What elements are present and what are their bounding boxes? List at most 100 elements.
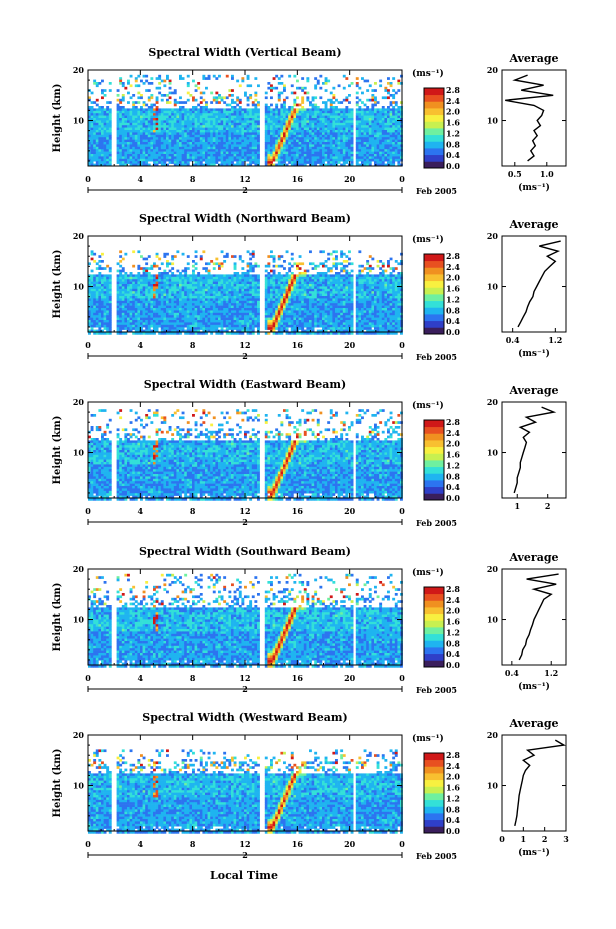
heatmap-cell [192,322,195,326]
heatmap-cell [199,156,203,160]
heatmap-cell [163,108,167,112]
heatmap-cell [119,158,123,162]
heatmap-cell [238,110,242,114]
heatmap-cell [332,137,336,140]
heatmap-cell [327,108,331,112]
heatmap-cell [171,255,175,258]
heatmap-cell [215,122,219,126]
heatmap-cell [119,156,123,160]
heatmap-cell [210,329,214,333]
heatmap-cell [181,298,185,302]
heatmap-cell [241,286,245,290]
heatmap-cell [205,332,208,335]
heatmap-cell [186,320,190,323]
heatmap-cell [335,132,338,136]
heatmap-cell [306,142,310,145]
heatmap-cell [298,134,302,138]
heatmap-cell [316,151,320,155]
heatmap-cell [88,106,91,109]
heatmap-cell [283,137,286,140]
heatmap-cell [121,288,125,292]
colorbar-swatch [424,161,444,169]
heatmap-cell [186,154,190,157]
heatmap-cell [288,113,292,116]
heatmap-cell [205,322,208,326]
heatmap-cell [101,144,104,148]
heatmap-cell [309,127,312,131]
heatmap-cell [153,274,156,278]
heatmap-cell [129,146,133,150]
heatmap-cell [340,125,344,128]
heatmap-cell [163,269,167,273]
heatmap-cell [249,286,253,290]
heatmap-cell [202,113,206,116]
heatmap-cell [137,312,141,316]
heatmap-cell [231,101,234,104]
heatmap-cell [306,132,310,136]
heatmap-cell [142,101,146,104]
heatmap-cell [233,163,237,167]
heatmap-cell [233,134,237,138]
heatmap-cell [220,146,224,150]
heatmap-cell [119,98,123,102]
heatmap-cell [145,312,149,316]
heatmap-cell [296,118,299,121]
heatmap-cell [233,279,237,282]
heatmap-cell [205,103,208,107]
heatmap-cell [205,284,208,287]
heatmap-cell [246,96,250,100]
heatmap-cell [394,139,398,143]
heatmap-cell [361,132,364,136]
heatmap-cell [301,130,305,133]
heatmap-cell [103,312,107,316]
heatmap-cell [225,120,229,124]
heatmap-cell [244,125,247,128]
heatmap-cell [283,144,286,148]
heatmap-cell [223,149,227,152]
heatmap-cell [145,110,149,114]
heatmap-cell [400,154,403,157]
heatmap-cell [296,127,299,131]
heatmap-cell [106,322,110,326]
heatmap-cell [171,312,175,316]
heatmap-cell [153,288,156,292]
heatmap-cell [202,77,206,80]
heatmap-cell [389,94,393,97]
heatmap-cell [285,134,289,138]
heatmap-cell [275,110,279,114]
heatmap-cell [275,122,279,126]
heatmap-cell [155,296,159,299]
heatmap-cell [124,332,128,335]
heatmap-cell [103,122,107,126]
heatmap-cell [106,149,110,152]
heatmap-cell [249,320,253,323]
heatmap-cell [163,127,167,131]
heatmap-cell [231,327,234,330]
heatmap-cell [140,108,143,112]
heatmap-cell [192,296,195,299]
heatmap-cell [93,260,97,263]
heatmap-cell [192,286,195,290]
heatmap-cell [134,108,138,112]
heatmap-cell [246,149,250,152]
heatmap-cell [322,161,325,164]
heatmap-cell [189,118,193,121]
heatmap-cell [366,79,370,83]
heatmap-cell [153,149,156,152]
heatmap-cell [179,284,182,287]
heatmap-cell [207,122,211,126]
heatmap-cell [181,125,185,128]
profile-line [505,74,554,162]
heatmap-cell [155,305,159,309]
heatmap-cell [257,151,260,155]
heatmap-cell [155,317,159,321]
heatmap-cell [246,118,250,121]
heatmap-cell [358,122,362,126]
heatmap-cell [129,137,133,140]
heatmap-cell [134,322,138,326]
heatmap-cell [192,98,195,102]
heatmap-cell [124,137,128,140]
heatmap-cell [168,139,172,143]
heatmap-cell [311,127,315,131]
heatmap-cell [371,122,375,126]
